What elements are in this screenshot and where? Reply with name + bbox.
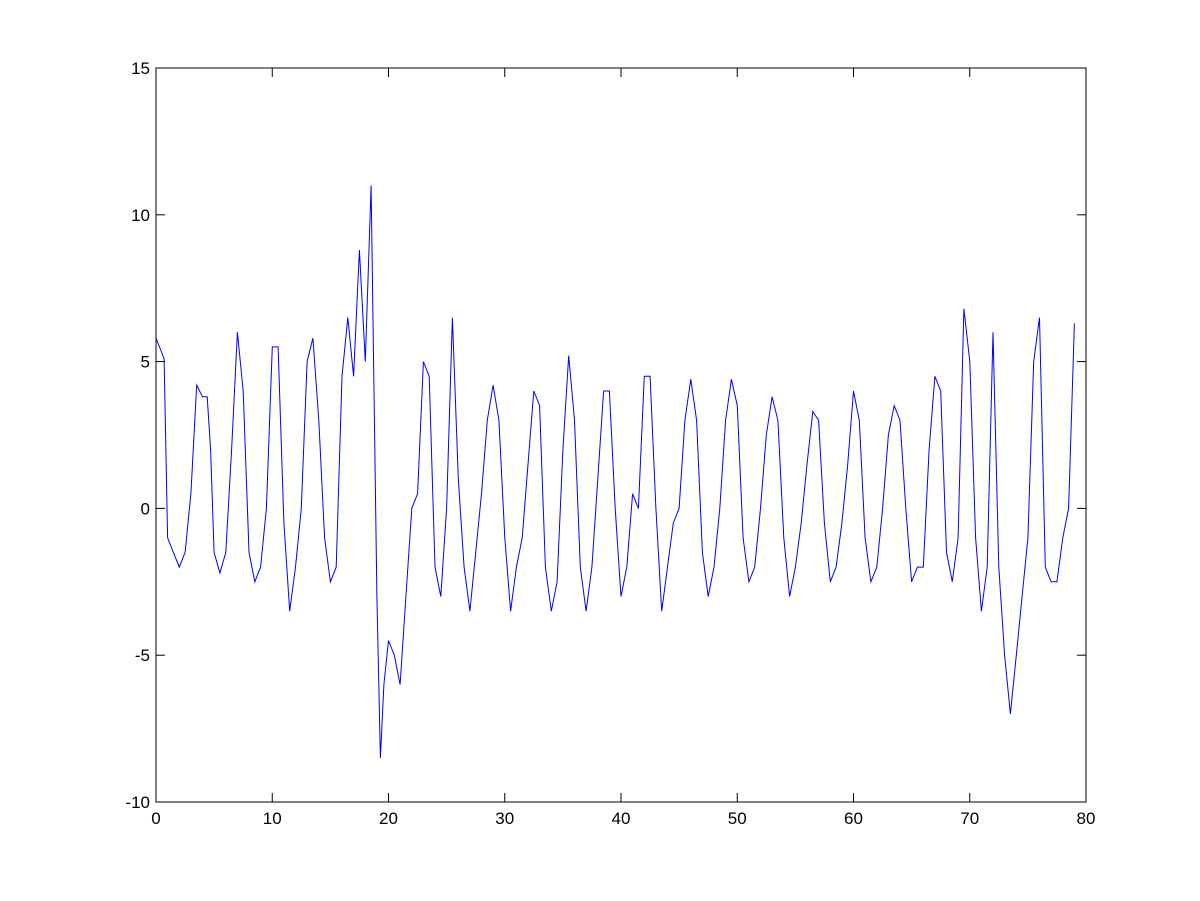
y-tick-label: 10	[131, 206, 150, 225]
x-tick-label: 50	[728, 809, 747, 828]
x-tick-label: 70	[960, 809, 979, 828]
y-tick-label: -5	[135, 646, 150, 665]
x-tick-label: 60	[844, 809, 863, 828]
x-tick-label: 80	[1077, 809, 1096, 828]
y-tick-label: 15	[131, 59, 150, 78]
y-tick-label: 5	[141, 353, 150, 372]
plot-area	[155, 185, 1075, 759]
x-tick-label: 0	[151, 809, 160, 828]
x-tick-label: 20	[379, 809, 398, 828]
y-tick-label: -10	[125, 793, 150, 812]
x-tick-label: 30	[495, 809, 514, 828]
series-line	[155, 185, 1075, 759]
y-axis-tick-labels: -10 -5 0 5 10 15	[125, 59, 150, 812]
x-tick-label: 40	[612, 809, 631, 828]
y-tick-label: 0	[141, 499, 150, 518]
axes-box	[155, 67, 1087, 803]
x-tick-label: 10	[263, 809, 282, 828]
x-axis-tick-labels: 0 10 20 30 40 50 60 70 80	[151, 809, 1095, 828]
